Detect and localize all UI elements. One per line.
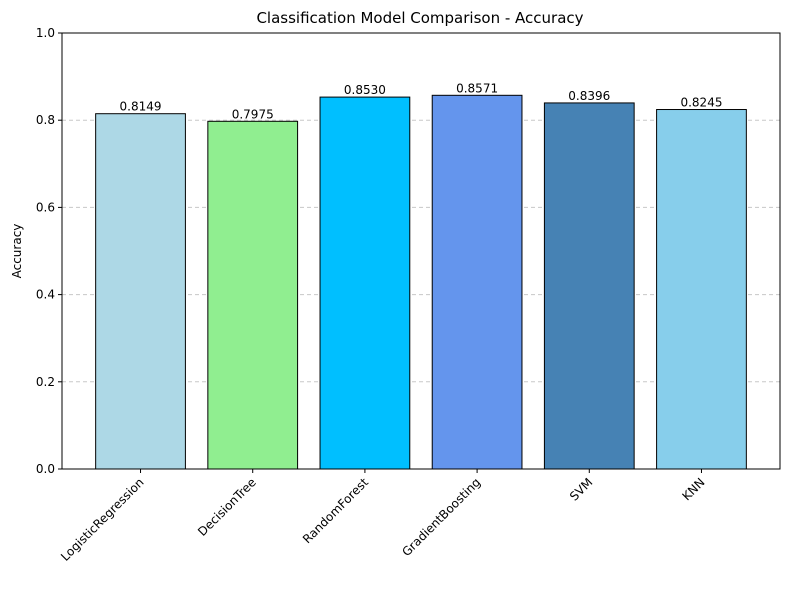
y-tick-label: 0.4 [36,288,55,302]
bar-value-labels: 0.8149 0.7975 0.8530 0.8571 0.8396 0.8245 [120,81,723,121]
x-tick-label: LogisticRegression [58,475,147,564]
bar-value-label: 0.8571 [456,81,498,95]
bar-value-label: 0.8149 [120,100,162,114]
bar-svm [543,102,635,470]
x-tick-label: KNN [679,475,707,503]
x-tick-label: SVM [567,475,595,503]
x-tick-label: RandomForest [300,475,371,546]
bar-randomforest [319,96,411,470]
x-axis-ticks: LogisticRegression DecisionTree RandomFore… [58,469,708,564]
y-tick-label: 1.0 [36,26,55,40]
y-axis-ticks: 0.0 0.2 0.4 0.6 0.8 1.0 [36,26,62,476]
y-tick-label: 0.2 [36,375,55,389]
bar-value-label: 0.8396 [568,89,610,103]
bars [95,94,747,470]
bar-gradientboosting [431,94,523,470]
x-tick-label: GradientBoosting [399,475,483,559]
y-tick-label: 0.0 [36,462,55,476]
y-tick-label: 0.8 [36,113,55,127]
bar-knn [656,109,747,470]
y-tick-label: 0.6 [36,200,55,214]
bar-value-label: 0.8245 [680,96,722,110]
bar-decisiontree [207,120,299,470]
bar-value-label: 0.8530 [344,83,386,97]
bar-value-label: 0.7975 [232,107,274,121]
y-axis-label: Accuracy [10,224,24,279]
plot-frame [61,32,781,470]
x-tick-label: DecisionTree [195,475,259,539]
bar-logisticregression [95,113,186,470]
chart-title: Classification Model Comparison - Accura… [256,9,583,27]
